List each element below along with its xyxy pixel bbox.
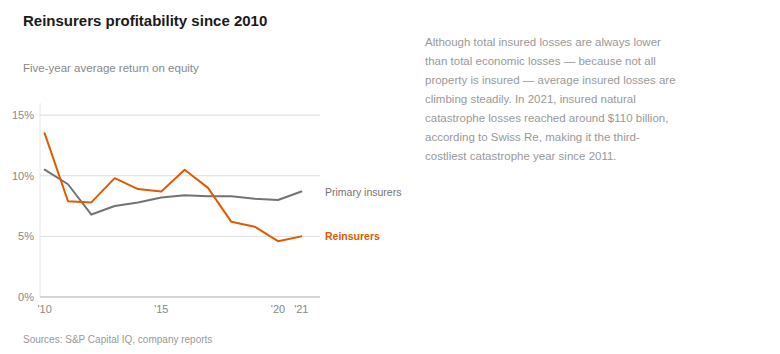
lines xyxy=(45,133,302,241)
annotation-line: costliest catastrophe year since 2011. xyxy=(425,150,617,162)
annotation-line: than total economic losses — because not… xyxy=(425,55,656,67)
series-line xyxy=(45,133,302,241)
y-tick-label: 10% xyxy=(12,170,34,182)
annotation-line: property is insured — average insured lo… xyxy=(425,74,676,86)
chart: Reinsurers profitability since 2010 Five-… xyxy=(0,0,780,354)
y-tick-label: 5% xyxy=(18,230,34,242)
x-tick-label: '10 xyxy=(37,303,51,315)
grid xyxy=(40,115,320,297)
source: Sources: S&P Capital IQ, company reports xyxy=(23,334,212,345)
series-labels: Primary insurers Reinsurers xyxy=(325,186,401,243)
x-axis-line xyxy=(40,297,320,298)
x-tick-label: '15 xyxy=(154,303,168,315)
series-label: Reinsurers xyxy=(325,230,380,242)
title: Reinsurers profitability since 2010 xyxy=(23,12,267,29)
annotation-line: catastrophe losses reached around $110 b… xyxy=(425,112,668,124)
series-label: Primary insurers xyxy=(325,186,401,198)
grid-line xyxy=(40,297,320,298)
annotation-line: according to Swiss Re, making it the thi… xyxy=(425,131,640,143)
x-tick-label: '21 xyxy=(294,303,308,315)
subtitle: Five-year average return on equity xyxy=(23,62,199,74)
x-tick-label: '20 xyxy=(271,303,285,315)
series-line xyxy=(45,170,302,215)
grid-line xyxy=(40,115,320,116)
annotation-line: Although total insured losses are always… xyxy=(425,36,661,48)
y-tick-label: 15% xyxy=(12,109,34,121)
annotation-line: climbing steadily. In 2021, insured natu… xyxy=(425,93,636,105)
grid-line xyxy=(40,236,320,237)
y-tick-label: 0% xyxy=(18,291,34,303)
y-axis-line xyxy=(40,103,41,297)
annotation: Although total insured losses are always… xyxy=(425,36,676,162)
